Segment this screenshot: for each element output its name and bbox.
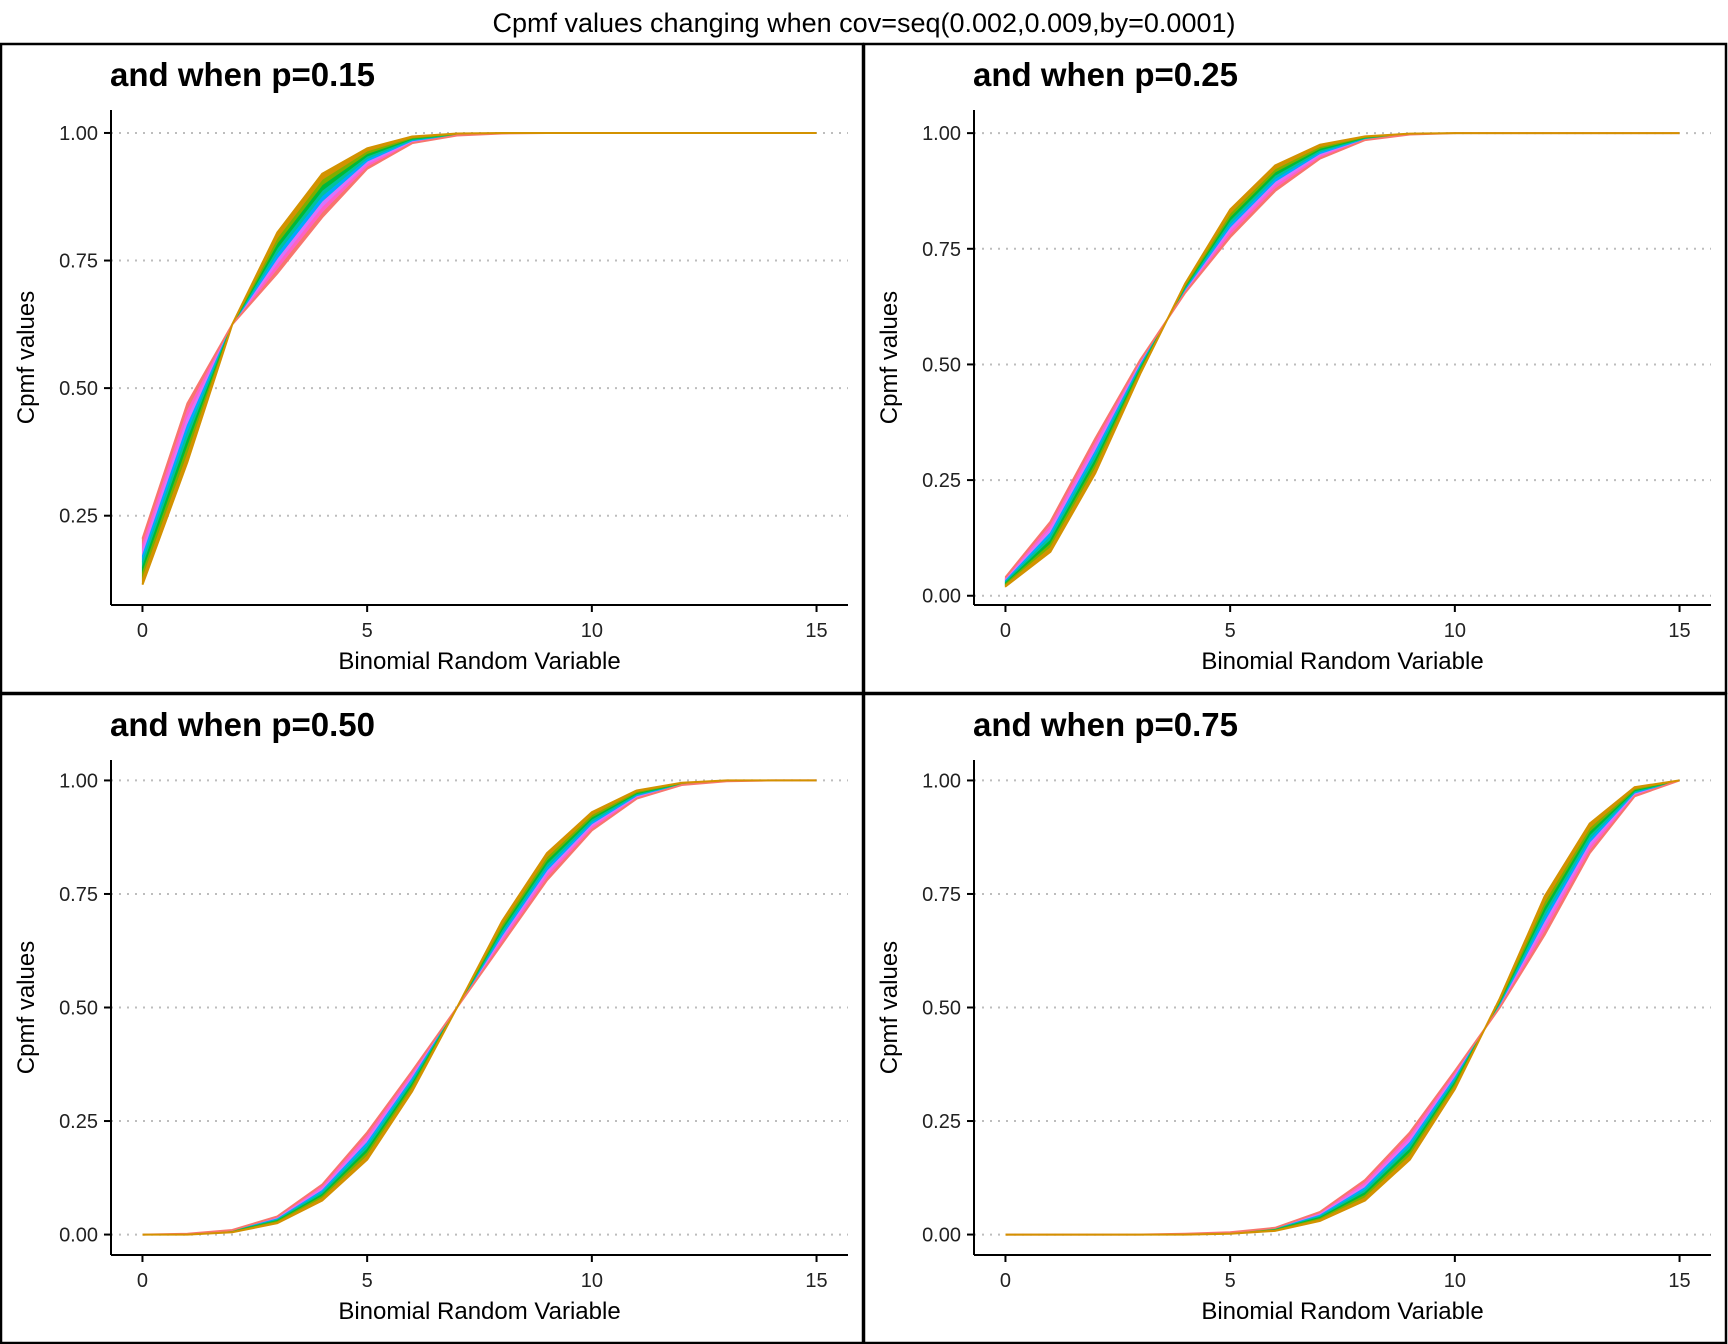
y-tick-label: 1.00 xyxy=(59,770,98,792)
cpmf-band-4 xyxy=(1004,132,1680,584)
x-tick-label: 15 xyxy=(1668,1270,1690,1292)
chart-panel-4: and when p=0.75 0.00 0.25 0.50 0.75 1.00 0 5 10 1… xyxy=(862,692,1728,1344)
cpmf-line-2 xyxy=(1005,779,1680,1236)
cpmf-line-1 xyxy=(142,779,817,1236)
cpmf-band-4 xyxy=(141,132,817,562)
cpmf-band-8 xyxy=(1004,132,1680,588)
panel-border xyxy=(0,692,865,1344)
panel-title: and when p=0.15 xyxy=(110,56,375,93)
chart-panel-1: and when p=0.15 0.25 0.50 0.75 1.00 0 5 10 15 Bin… xyxy=(0,42,865,695)
chart-panel-2: and when p=0.25 0.00 0.25 0.50 0.75 1.00 0 5 10 1… xyxy=(862,42,1728,695)
cpmf-band-5 xyxy=(1004,132,1680,585)
panel-title: and when p=0.50 xyxy=(110,706,375,743)
x-tick-label: 10 xyxy=(1444,1270,1466,1292)
cpmf-band-3 xyxy=(1004,132,1680,583)
y-tick-label: 0.75 xyxy=(922,884,961,906)
y-tick-label: 0.75 xyxy=(59,884,98,906)
x-tick-label: 5 xyxy=(1225,620,1236,642)
cpmf-band-7 xyxy=(1004,132,1680,587)
y-axis-label: Cpmf values xyxy=(876,291,903,424)
cpmf-line-1 xyxy=(1004,132,1680,578)
y-tick-label: 0.75 xyxy=(59,251,98,273)
cpmf-line-2 xyxy=(1004,132,1680,588)
cpmf-band-1 xyxy=(1004,132,1680,581)
x-tick-label: 5 xyxy=(362,1270,373,1292)
chart-panel-3: and when p=0.50 0.00 0.25 0.50 0.75 1.00 0 5 10 1… xyxy=(0,692,865,1344)
cpmf-band-5 xyxy=(141,132,817,568)
x-axis-label: Binomial Random Variable xyxy=(338,1298,620,1325)
cpmf-line-2 xyxy=(141,132,817,585)
x-tick-label: 15 xyxy=(1668,620,1690,642)
figure-title: Cpmf values changing when cov=seq(0.002,… xyxy=(492,8,1236,38)
y-tick-label: 0.25 xyxy=(59,1111,98,1133)
y-axis-label: Cpmf values xyxy=(13,291,40,424)
y-tick-label: 0.50 xyxy=(922,998,961,1020)
y-tick-label: 1.00 xyxy=(922,770,961,792)
panel-border xyxy=(862,692,1728,1344)
panel-border xyxy=(0,42,865,695)
y-tick-label: 0.50 xyxy=(922,354,961,376)
x-tick-label: 0 xyxy=(137,620,148,642)
cpmf-band-6 xyxy=(1004,132,1680,586)
x-tick-label: 10 xyxy=(1444,620,1466,642)
cpmf-line-1 xyxy=(141,132,817,540)
panel-title: and when p=0.25 xyxy=(973,56,1238,93)
y-axis-label: Cpmf values xyxy=(13,941,40,1074)
x-tick-label: 5 xyxy=(362,620,373,642)
y-tick-label: 0.00 xyxy=(922,1225,961,1247)
x-axis-label: Binomial Random Variable xyxy=(1201,1298,1483,1325)
panel-title: and when p=0.75 xyxy=(973,706,1238,743)
x-axis-label: Binomial Random Variable xyxy=(1201,648,1483,675)
x-tick-label: 0 xyxy=(1000,620,1011,642)
x-tick-label: 15 xyxy=(805,1270,827,1292)
y-tick-label: 0.25 xyxy=(59,506,98,528)
y-tick-label: 1.00 xyxy=(922,123,961,145)
cpmf-band-6 xyxy=(141,132,817,574)
x-tick-label: 10 xyxy=(581,620,603,642)
x-tick-label: 15 xyxy=(805,620,827,642)
x-axis-label: Binomial Random Variable xyxy=(338,648,620,675)
y-tick-label: 0.25 xyxy=(922,1111,961,1133)
cpmf-line-2 xyxy=(142,779,817,1236)
cpmf-band-8 xyxy=(141,132,817,585)
y-tick-label: 0.00 xyxy=(922,586,961,608)
y-tick-label: 0.50 xyxy=(59,378,98,400)
cpmf-band-2 xyxy=(141,132,817,551)
y-tick-label: 0.50 xyxy=(59,998,98,1020)
cpmf-band-2 xyxy=(1004,132,1680,582)
x-tick-label: 5 xyxy=(1225,1270,1236,1292)
x-tick-label: 10 xyxy=(581,1270,603,1292)
x-tick-label: 0 xyxy=(1000,1270,1011,1292)
cpmf-band-7 xyxy=(141,132,817,580)
y-tick-label: 0.00 xyxy=(59,1225,98,1247)
y-tick-label: 1.00 xyxy=(59,123,98,145)
y-tick-label: 0.25 xyxy=(922,470,961,492)
cpmf-band-3 xyxy=(141,132,817,557)
y-tick-label: 0.75 xyxy=(922,239,961,261)
cpmf-band-1 xyxy=(141,132,817,545)
x-tick-label: 0 xyxy=(137,1270,148,1292)
y-axis-label: Cpmf values xyxy=(876,941,903,1074)
